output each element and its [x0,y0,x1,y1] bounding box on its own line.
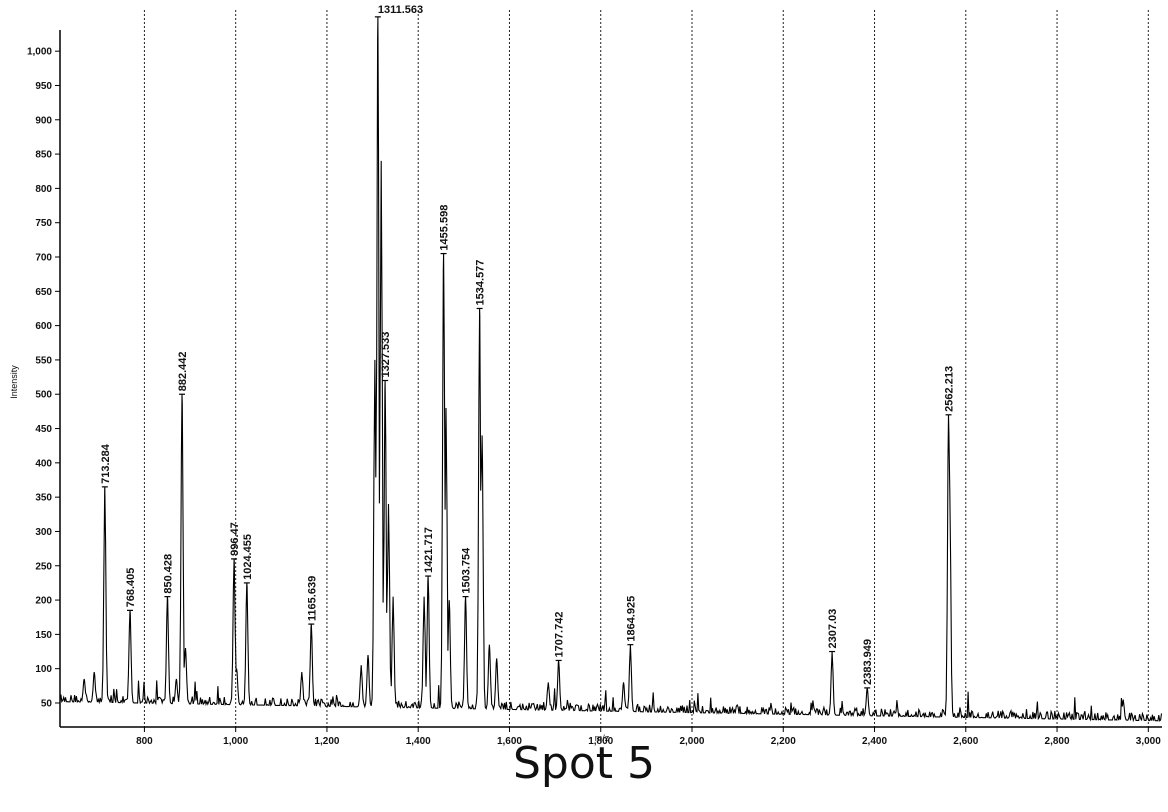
y-tick-label: 50 [41,698,53,709]
x-tick-label: 1,800 [588,736,613,747]
peak-labels: 713.284 768.405 850.428 882.442 996.47 1024.4… [100,4,956,689]
x-tick-label: 800 [136,736,153,747]
peak-label: 882.442 [177,351,189,391]
y-tick-label: 750 [35,218,52,229]
x-tick-label: 2,000 [679,736,704,747]
x-tick-label: 2,800 [1045,736,1070,747]
y-tick-label: 700 [35,253,52,264]
peak-label: 768.405 [125,568,137,608]
x-tick-label: 2,400 [862,736,887,747]
y-tick-label: 650 [35,287,52,298]
peak-label: 713.284 [100,443,112,484]
peak-label: 1421.717 [423,527,435,573]
peak-label: 2307.03 [827,609,839,649]
y-tick-label: 1,000 [27,47,52,58]
peak-label: 850.428 [162,554,174,594]
x-tick-label: 1,400 [406,736,431,747]
y-tick-label: 600 [35,321,52,332]
x-tick-label: 3,000 [1136,736,1161,747]
y-tick-label: 500 [35,390,52,401]
peak-label: 996.47 [229,522,241,556]
x-axis-title: m/z [595,733,610,743]
spectrum-trace-group [59,16,1163,723]
peak-label: 2383.949 [862,639,874,685]
y-tick-label: 850 [35,150,52,161]
x-tick-label: 1,600 [497,736,522,747]
x-tick-label: 1,200 [314,736,339,747]
figure-caption: Spot 5 [512,738,655,789]
y-tick-label: 350 [35,493,52,504]
peak-label: 1534.577 [475,260,487,306]
spectrum-trace [59,16,1163,723]
peak-label: 2562.213 [944,366,956,412]
y-tick-label: 550 [35,355,52,366]
y-tick-label: 250 [35,561,52,572]
peak-label: 1165.639 [306,576,318,621]
x-tick-label: 1,000 [223,736,248,747]
y-tick-label: 900 [35,115,52,126]
y-axis-title: Intensity [9,365,19,399]
y-tick-label: 300 [35,527,52,538]
axes [59,30,1162,728]
y-tick-label: 100 [35,664,52,675]
gridlines [143,10,1149,727]
peak-label: 1707.742 [554,612,566,658]
x-tick-label: 2,200 [771,736,796,747]
y-tick-label: 950 [35,81,52,92]
peak-label: 1503.754 [461,547,473,594]
y-tick-label: 450 [35,424,52,435]
peak-label: 1024.455 [242,534,254,580]
y-tick-label: 150 [35,630,52,641]
x-tick-label: 2,600 [953,736,978,747]
y-tick-label: 200 [35,596,52,607]
peak-label: 1311.563 [378,4,423,16]
y-tick-label: 800 [35,184,52,195]
tick-labels: 50 100 150 200 250 300 350 400 450 500 550 600 650 70… [27,47,1161,747]
peak-label: 1864.925 [625,596,637,642]
peak-label: 1455.598 [439,205,451,251]
y-tick-label: 400 [35,458,52,469]
peak-label: 1327.533 [380,332,392,378]
